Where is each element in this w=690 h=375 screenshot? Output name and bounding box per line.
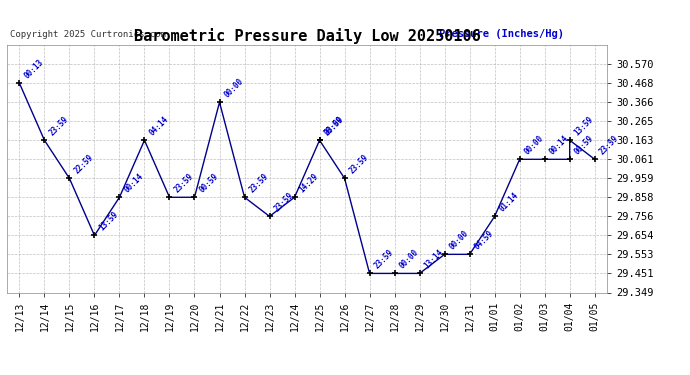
Text: 14:29: 14:29 [297,172,320,195]
Text: 22:59: 22:59 [72,153,95,176]
Text: 00:59: 00:59 [197,172,220,195]
Text: 23:59: 23:59 [322,115,345,138]
Text: 00:00: 00:00 [322,115,345,138]
Text: 00:00: 00:00 [522,134,545,156]
Title: Barometric Pressure Daily Low 20250106: Barometric Pressure Daily Low 20250106 [134,28,480,44]
Text: 23:59: 23:59 [598,134,620,156]
Text: 23:59: 23:59 [47,115,70,138]
Text: 23:59: 23:59 [247,172,270,195]
Text: 23:59: 23:59 [373,248,395,271]
Text: 04:59: 04:59 [473,229,495,252]
Text: 00:14: 00:14 [547,134,570,156]
Text: 01:14: 01:14 [497,191,520,214]
Text: 00:00: 00:00 [222,77,245,99]
Text: 04:14: 04:14 [147,115,170,138]
Text: 23:59: 23:59 [273,191,295,214]
Text: 13:59: 13:59 [573,115,595,138]
Text: 00:14: 00:14 [122,172,145,195]
Text: 13:14: 13:14 [422,248,445,271]
Text: 00:13: 00:13 [22,58,45,80]
Text: Pressure (Inches/Hg): Pressure (Inches/Hg) [439,29,564,39]
Text: 23:59: 23:59 [347,153,370,176]
Text: Copyright 2025 Curtronics.com: Copyright 2025 Curtronics.com [10,30,166,39]
Text: 00:00: 00:00 [397,248,420,271]
Text: 13:59: 13:59 [97,210,120,232]
Text: 00:59: 00:59 [573,134,595,156]
Text: 00:00: 00:00 [447,229,470,252]
Text: 23:59: 23:59 [172,172,195,195]
